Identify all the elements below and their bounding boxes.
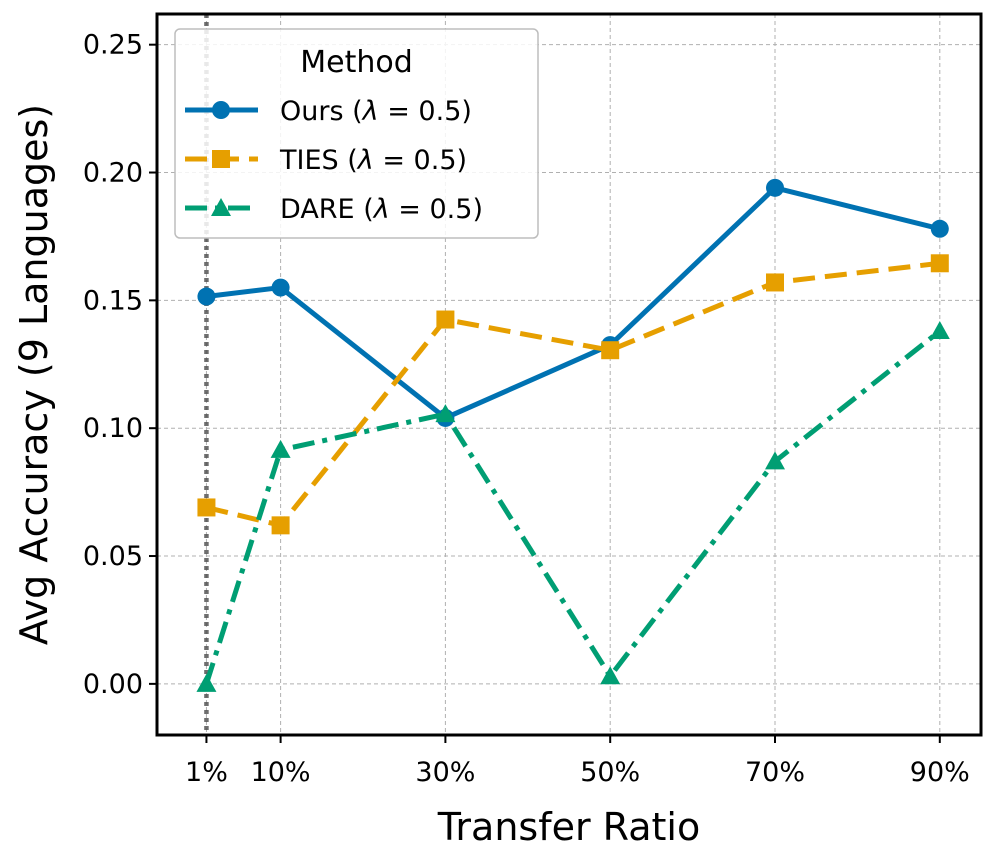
- x-tick-label: 50%: [580, 757, 640, 788]
- y-axis-title: Avg Accuracy (9 Languages): [12, 104, 56, 645]
- x-axis-title: Transfer Ratio: [437, 805, 700, 849]
- ties-line: [205, 260, 941, 528]
- grid: [157, 14, 981, 735]
- series-group: [196, 178, 950, 692]
- dare-point: [270, 439, 291, 458]
- ours-point: [930, 219, 949, 238]
- legend-ours-label: Ours (λ = 0.5): [280, 96, 472, 127]
- ties-point: [601, 341, 620, 360]
- ours-point: [197, 287, 216, 306]
- legend-ties-lambda: λ: [356, 145, 374, 176]
- x-tick-label: 1%: [185, 757, 228, 788]
- series-dare: [196, 321, 950, 692]
- x-tick-label: 90%: [910, 757, 970, 788]
- legend-ties-label-prefix: TIES (: [279, 145, 358, 176]
- legend-ties-label-value: = 0.5): [374, 145, 467, 176]
- ours-point: [271, 278, 290, 297]
- y-tick-label: 0.00: [83, 669, 143, 700]
- ours-line: [206, 185, 941, 421]
- series-ours: [197, 178, 949, 427]
- dare-line: [204, 329, 942, 685]
- legend-ours-lambda: λ: [361, 96, 379, 127]
- legend-dare-label-value: = 0.5): [390, 194, 483, 225]
- ties-point: [197, 498, 216, 517]
- legend-ours-label-value: = 0.5): [379, 96, 472, 127]
- axis-ticks: 1% 10% 30% 50% 70% 90% 0.00 0.05 0.10 0.15 0.20 0.2…: [83, 30, 970, 788]
- y-tick-label: 0.20: [83, 158, 143, 189]
- dare-point: [435, 404, 456, 423]
- x-tick-label: 10%: [251, 757, 311, 788]
- dare-point: [600, 666, 621, 685]
- legend-dare-lambda: λ: [372, 194, 390, 225]
- dare-point: [929, 321, 950, 340]
- legend-ours-marker: [212, 101, 230, 119]
- series-ties: [197, 254, 949, 535]
- ours-point: [766, 178, 784, 197]
- legend-dare-label: DARE (λ = 0.5): [280, 194, 483, 225]
- ties-point: [271, 516, 290, 535]
- ties-point: [930, 254, 949, 273]
- legend-ties-label: TIES (λ = 0.5): [279, 145, 467, 176]
- legend-box: [174, 28, 539, 239]
- y-tick-label: 0.15: [83, 285, 143, 316]
- dare-point: [196, 673, 217, 692]
- y-tick-label: 0.25: [83, 30, 143, 61]
- legend-title: Method: [300, 45, 413, 80]
- legend-ours-label-prefix: Ours (: [280, 96, 363, 127]
- legend-dare-label-prefix: DARE (: [280, 194, 374, 225]
- x-tick-label: 30%: [415, 757, 475, 788]
- ties-point: [766, 273, 784, 292]
- legend-dare-marker: [211, 198, 231, 216]
- ties-point: [436, 310, 455, 329]
- legend-ties-marker: [212, 150, 230, 168]
- dare-point: [765, 451, 785, 470]
- plot-frame: [155, 12, 983, 737]
- x-tick-label: 70%: [745, 757, 805, 788]
- y-tick-label: 0.10: [83, 413, 143, 444]
- y-tick-label: 0.05: [83, 541, 143, 572]
